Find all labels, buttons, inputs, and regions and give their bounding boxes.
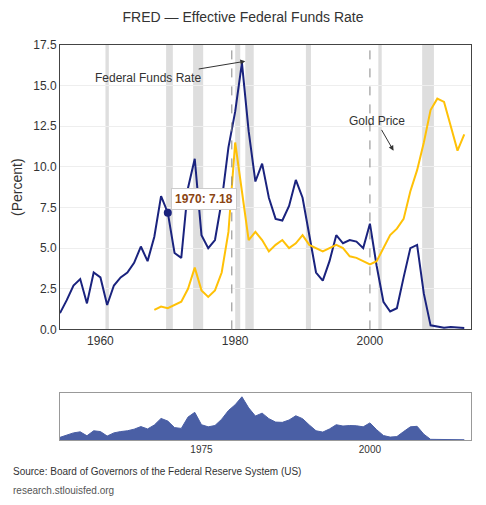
svg-text:5.0: 5.0 (40, 241, 57, 255)
svg-text:(Percent): (Percent) (9, 158, 25, 216)
svg-text:1960: 1960 (87, 334, 114, 348)
svg-text:Federal Funds Rate: Federal Funds Rate (95, 71, 201, 85)
svg-text:10.0: 10.0 (33, 160, 57, 174)
svg-text:1980: 1980 (222, 334, 249, 348)
svg-text:2.5: 2.5 (40, 282, 57, 296)
svg-text:12.5: 12.5 (33, 119, 57, 133)
svg-text:0.0: 0.0 (40, 323, 57, 337)
svg-text:15.0: 15.0 (33, 79, 57, 93)
svg-text:research.stlouisfed.org: research.stlouisfed.org (13, 485, 114, 496)
svg-text:Gold Price: Gold Price (349, 114, 405, 128)
svg-text:7.5: 7.5 (40, 201, 57, 215)
svg-text:FRED — Effective Federal Funds: FRED — Effective Federal Funds Rate (123, 9, 364, 25)
svg-text:2000: 2000 (359, 444, 382, 455)
svg-text:Source: Board of Governors of: Source: Board of Governors of the Federa… (13, 466, 301, 477)
svg-text:1970: 7.18: 1970: 7.18 (175, 192, 233, 206)
svg-text:1975: 1975 (190, 444, 213, 455)
svg-text:2000: 2000 (357, 334, 384, 348)
svg-text:17.5: 17.5 (33, 38, 57, 52)
